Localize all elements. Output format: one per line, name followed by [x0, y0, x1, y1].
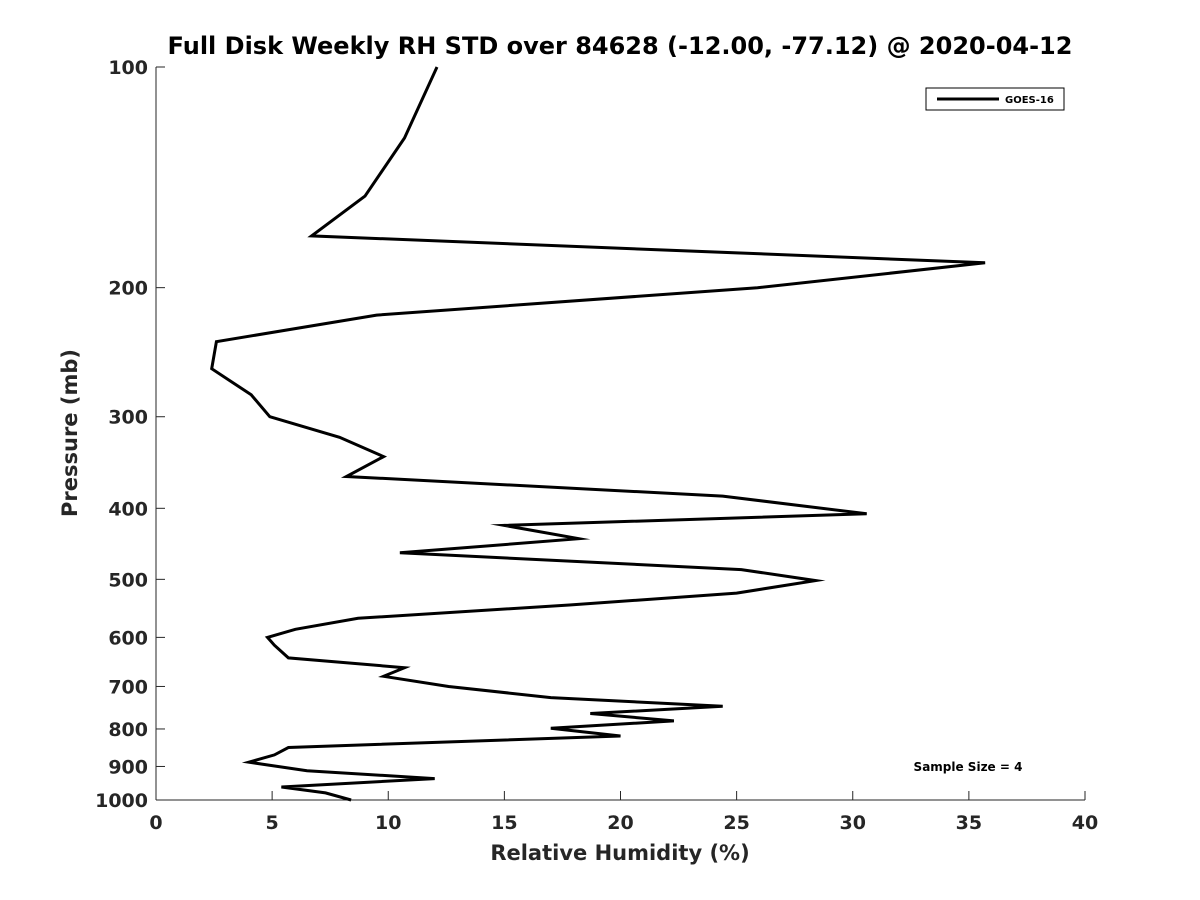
x-axis-label: Relative Humidity (%) — [490, 841, 749, 865]
ticks: 0 5 10 15 20 25 30 35 40 100 200 300 400 500 600 700 800… — [95, 57, 1098, 834]
series-line-goes-16 — [210, 66, 986, 802]
y-tick-label: 600 — [108, 627, 148, 649]
y-tick-label: 100 — [108, 57, 148, 79]
y-tick-label: 500 — [108, 569, 148, 591]
y-tick-label: 300 — [108, 407, 148, 429]
x-tick-label: 5 — [266, 812, 279, 834]
x-tick-label: 35 — [956, 812, 982, 834]
y-tick-label: 1000 — [95, 790, 148, 812]
y-tick-label: 400 — [108, 498, 148, 520]
y-tick-label: 900 — [108, 756, 148, 778]
x-tick-label: 30 — [840, 812, 866, 834]
x-tick-label: 10 — [375, 812, 401, 834]
chart-title: Full Disk Weekly RH STD over 84628 (-12.… — [168, 32, 1073, 60]
x-tick-label: 40 — [1072, 812, 1098, 834]
y-tick-label: 800 — [108, 719, 148, 741]
y-tick-label: 200 — [108, 278, 148, 300]
series-lines — [210, 66, 986, 802]
x-tick-label: 0 — [149, 812, 162, 834]
x-tick-label: 20 — [607, 812, 633, 834]
x-tick-label: 25 — [723, 812, 749, 834]
sample-size-annotation: Sample Size = 4 — [914, 760, 1023, 774]
y-tick-label: 700 — [108, 676, 148, 698]
x-tick-label: 15 — [491, 812, 517, 834]
legend: GOES-16 — [925, 87, 1065, 111]
legend-label-goes16: GOES-16 — [1005, 95, 1054, 106]
y-axis-label: Pressure (mb) — [58, 349, 82, 517]
